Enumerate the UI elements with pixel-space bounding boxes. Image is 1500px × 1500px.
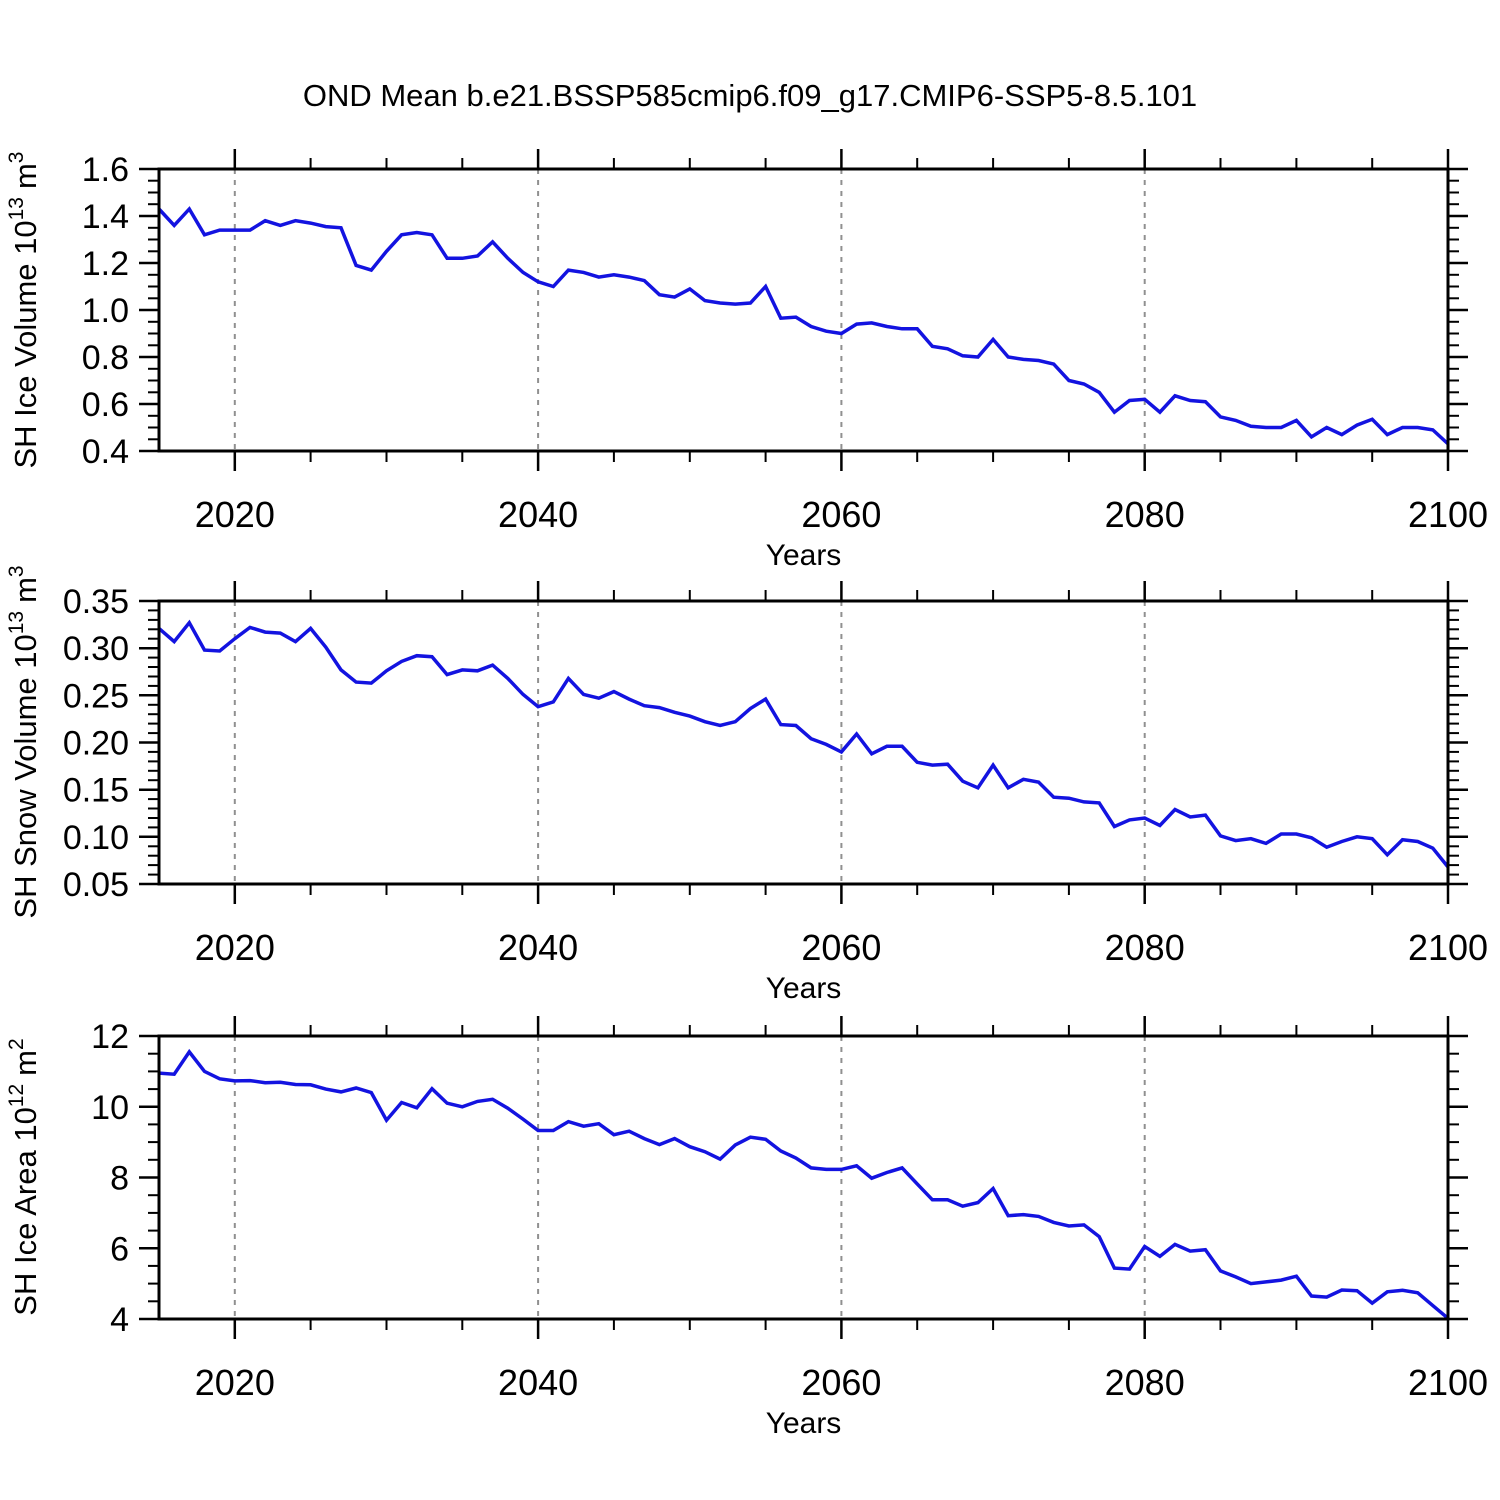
x-tick-label-2020: 2020	[195, 494, 275, 535]
y-tick-label-0.25: 0.25	[63, 677, 129, 715]
panel-sh-snow-volume: 2020 2040 2060 2080 2100 0.05 0.10 0.15 0.20 0.25…	[63, 581, 1488, 968]
x-tick-label-2060: 2060	[801, 1362, 881, 1403]
x-tick-label-2020: 2020	[195, 1362, 275, 1403]
y-tick-label-0.05: 0.05	[63, 866, 129, 904]
y-tick-label-1.4: 1.4	[82, 198, 129, 236]
x-tick-label-2100: 2100	[1408, 494, 1488, 535]
y-tick-label-1.6: 1.6	[82, 151, 129, 189]
y-tick-label-6: 6	[110, 1230, 129, 1268]
y-tick-label-0.3: 0.30	[63, 630, 129, 668]
svg-text:SH Ice Area 1012m2: SH Ice Area 1012m2	[5, 1038, 43, 1315]
x-tick-label-2060: 2060	[801, 927, 881, 968]
x-tick-label-2020: 2020	[195, 927, 275, 968]
y-axis-title-ice-volume: SH Ice Volume 1013m3	[5, 151, 43, 468]
y-tick-label-0.8: 0.8	[82, 339, 129, 377]
panel-sh-ice-area: 2020 2040 2060 2080 2100 4 6 8 10 12	[91, 1016, 1488, 1403]
y-tick-label-0.1: 0.10	[63, 819, 129, 857]
x-axis-title-panel-3: Years	[765, 1407, 842, 1440]
panels-group: 2020 2040 2060 2080 2100 0.4 0.6 0.8 1.0 1.2 1.4 1.…	[63, 149, 1488, 1403]
panel-sh-ice-volume: 2020 2040 2060 2080 2100 0.4 0.6 0.8 1.0 1.2 1.4 1.…	[82, 149, 1488, 535]
y-tick-label-0.35: 0.35	[63, 583, 129, 621]
plot-border	[157, 1034, 1450, 1321]
plot-border	[157, 167, 1450, 453]
y-tick-label-1: 1.0	[82, 292, 129, 330]
y-tick-label-12: 12	[91, 1018, 129, 1056]
x-tick-label-2080: 2080	[1105, 1362, 1185, 1403]
x-tick-label-2040: 2040	[498, 494, 578, 535]
chart-title: OND Mean b.e21.BSSP585cmip6.f09_g17.CMIP…	[302, 78, 1198, 113]
y-axis-title-snow-volume: SH Snow Volume 1013m3	[5, 565, 43, 918]
data-line-sh-snow-volume	[157, 619, 1450, 869]
data-line-sh-ice-volume	[157, 206, 1450, 446]
x-axis-title-panel-1: Years	[765, 539, 842, 572]
x-tick-label-2040: 2040	[498, 1362, 578, 1403]
x-tick-label-2100: 2100	[1408, 1362, 1488, 1403]
x-tick-label-2080: 2080	[1105, 494, 1185, 535]
x-tick-label-2100: 2100	[1408, 927, 1488, 968]
y-tick-label-1.2: 1.2	[82, 245, 129, 283]
y-tick-label-0.15: 0.15	[63, 772, 129, 810]
x-axis-title-panel-2: Years	[765, 972, 842, 1005]
y-tick-label-0.4: 0.4	[82, 433, 129, 471]
y-axis-title-ice-area: SH Ice Area 1012m2	[5, 1038, 43, 1315]
y-tick-label-4: 4	[110, 1301, 129, 1339]
x-tick-label-2060: 2060	[801, 494, 881, 535]
svg-text:SH Ice Volume 1013m3: SH Ice Volume 1013m3	[5, 151, 43, 468]
y-tick-label-0.6: 0.6	[82, 386, 129, 424]
y-tick-label-8: 8	[110, 1160, 129, 1198]
x-tick-label-2080: 2080	[1105, 927, 1185, 968]
svg-text:SH Snow Volume 1013m3: SH Snow Volume 1013m3	[5, 565, 43, 918]
y-tick-label-0.2: 0.20	[63, 725, 129, 763]
x-tick-label-2040: 2040	[498, 927, 578, 968]
y-tick-label-10: 10	[91, 1089, 129, 1127]
data-line-sh-ice-area	[158, 1048, 1450, 1320]
